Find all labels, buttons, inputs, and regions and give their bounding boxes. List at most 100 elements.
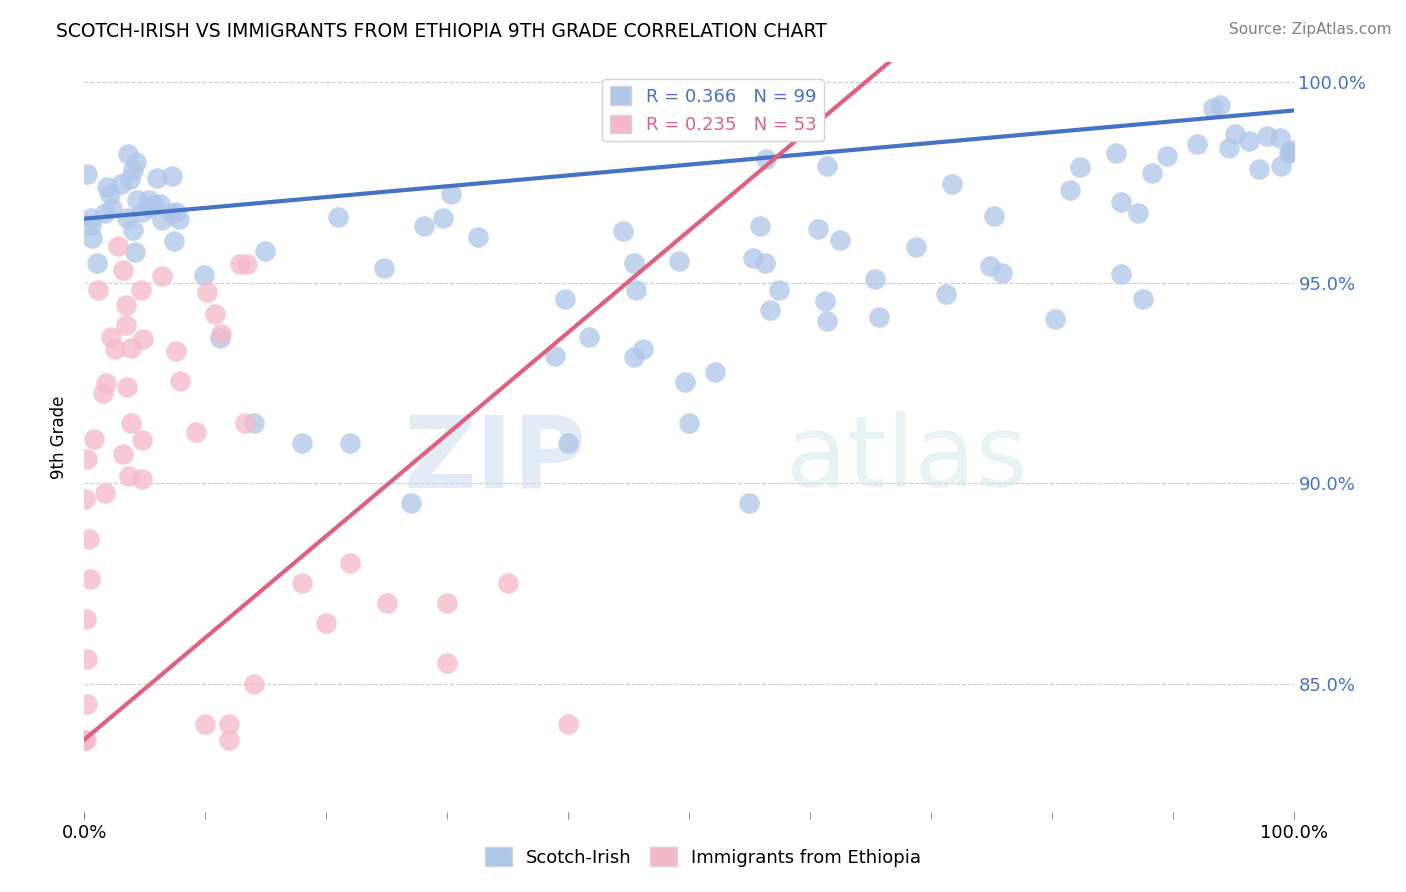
Point: [375, 596, 398, 610]
Point: [253, 244, 276, 258]
Point: [107, 238, 129, 252]
Point: [242, 416, 264, 430]
Point: [373, 260, 395, 275]
Point: [169, 374, 191, 388]
Point: [624, 283, 647, 297]
Point: [120, 341, 142, 355]
Point: [193, 268, 215, 282]
Point: [979, 259, 1001, 273]
Point: [339, 436, 361, 450]
Point: [131, 433, 153, 447]
Point: [233, 416, 256, 430]
Point: [1209, 98, 1232, 112]
Point: [76, 697, 98, 711]
Point: [678, 416, 700, 430]
Point: [754, 256, 776, 270]
Point: [291, 436, 314, 450]
Point: [935, 287, 957, 301]
Point: [467, 230, 489, 244]
Point: [79, 533, 101, 547]
Point: [738, 496, 761, 510]
Point: [668, 254, 690, 268]
Point: [184, 425, 207, 439]
Point: [291, 576, 314, 591]
Point: [941, 177, 963, 191]
Point: [1268, 130, 1291, 145]
Point: [94, 376, 117, 390]
Point: [115, 211, 138, 225]
Point: [865, 272, 887, 286]
Point: [440, 187, 463, 202]
Point: [86, 255, 108, 269]
Point: [1104, 146, 1126, 161]
Point: [814, 294, 837, 309]
Point: [557, 716, 579, 731]
Point: [117, 146, 139, 161]
Point: [75, 732, 97, 747]
Point: [1223, 127, 1246, 141]
Point: [236, 257, 259, 271]
Point: [98, 186, 121, 201]
Point: [120, 416, 142, 430]
Point: [149, 196, 172, 211]
Text: ZIP: ZIP: [404, 411, 586, 508]
Point: [125, 155, 148, 169]
Point: [76, 452, 98, 467]
Point: [114, 298, 136, 312]
Point: [132, 332, 155, 346]
Point: [631, 342, 654, 356]
Point: [94, 206, 117, 220]
Point: [218, 716, 240, 731]
Point: [94, 486, 117, 500]
Point: [1126, 206, 1149, 220]
Point: [242, 676, 264, 690]
Point: [557, 436, 579, 450]
Point: [118, 469, 141, 483]
Point: [165, 344, 187, 359]
Point: [1202, 101, 1225, 115]
Point: [75, 612, 97, 626]
Point: [73, 492, 96, 507]
Point: [868, 310, 890, 325]
Point: [209, 327, 232, 342]
Point: [991, 266, 1014, 280]
Point: [1278, 145, 1301, 160]
Point: [101, 201, 124, 215]
Point: [1156, 149, 1178, 163]
Legend: R = 0.366   N = 99, R = 0.235   N = 53: R = 0.366 N = 99, R = 0.235 N = 53: [602, 79, 824, 141]
Point: [121, 222, 143, 236]
Point: [229, 257, 252, 271]
Point: [91, 385, 114, 400]
Point: [127, 193, 149, 207]
Point: [983, 210, 1005, 224]
Point: [544, 350, 567, 364]
Point: [73, 732, 96, 747]
Point: [623, 256, 645, 270]
Point: [162, 206, 184, 220]
Point: [578, 330, 600, 344]
Point: [118, 172, 141, 186]
Point: [1069, 160, 1091, 174]
Point: [496, 576, 519, 591]
Point: [87, 284, 110, 298]
Point: [218, 732, 240, 747]
Legend: Scotch-Irish, Immigrants from Ethiopia: Scotch-Irish, Immigrants from Ethiopia: [478, 840, 928, 874]
Point: [1237, 134, 1260, 148]
Point: [1247, 161, 1270, 176]
Point: [209, 331, 232, 345]
Point: [80, 231, 103, 245]
Point: [146, 170, 169, 185]
Point: [138, 193, 160, 207]
Text: atlas: atlas: [786, 411, 1028, 508]
Point: [152, 268, 174, 283]
Point: [623, 351, 645, 365]
Point: [131, 205, 153, 219]
Point: [755, 152, 778, 166]
Point: [749, 219, 772, 234]
Point: [79, 572, 101, 586]
Point: [131, 472, 153, 486]
Point: [703, 365, 725, 379]
Point: [165, 204, 187, 219]
Point: [815, 314, 838, 328]
Point: [554, 292, 576, 306]
